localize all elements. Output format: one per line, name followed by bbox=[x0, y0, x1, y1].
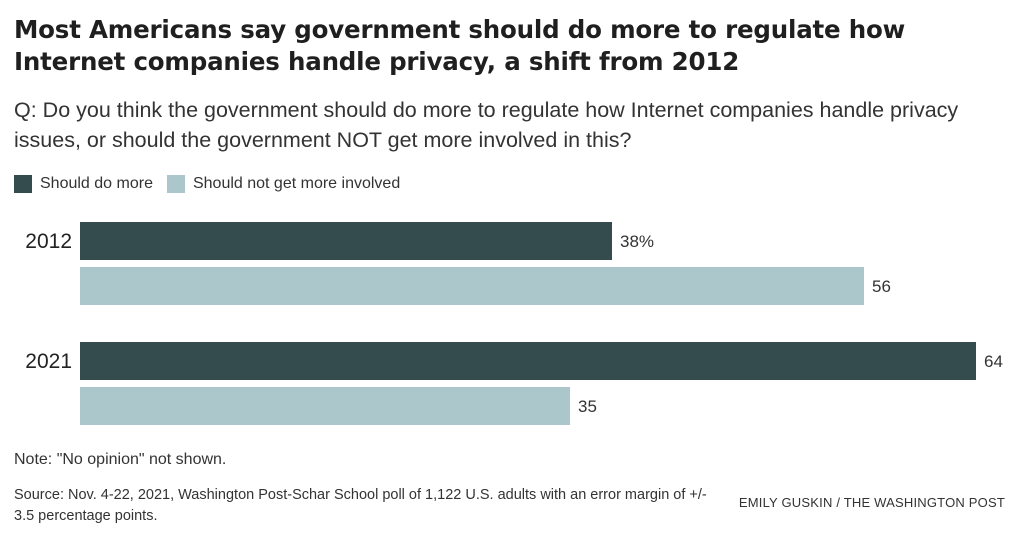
data-label-2021-series-0: 64 bbox=[984, 352, 1003, 371]
category-label-2021: 2021 bbox=[25, 350, 72, 373]
data-label-2012-series-0: 38% bbox=[620, 232, 654, 251]
bar-2012-series-1 bbox=[80, 267, 864, 305]
source-text: Source: Nov. 4-22, 2021, Washington Post… bbox=[14, 487, 707, 524]
legend-label-should-do-more: Should do more bbox=[40, 175, 153, 192]
data-label-2021-series-1: 35 bbox=[578, 397, 597, 416]
bar-2021-series-1 bbox=[80, 387, 570, 425]
data-label-2012-series-1: 56 bbox=[872, 277, 891, 296]
legend-label-should-not-get-involved: Should not get more involved bbox=[192, 175, 401, 192]
legend-swatch-should-do-more bbox=[14, 175, 32, 193]
legend-swatch-should-not-get-involved bbox=[166, 175, 185, 193]
bar-chart: 2012 38% 56 2021 64 35 bbox=[25, 222, 1003, 425]
credit-text: EMILY GUSKIN / THE WASHINGTON POST bbox=[738, 495, 1005, 510]
survey-question: Q: Do you think the government should do… bbox=[14, 98, 959, 152]
legend: Should do more Should not get more invol… bbox=[14, 173, 414, 195]
legend-item-should-do-more: Should do more bbox=[14, 175, 153, 193]
chart-title: Most Americans say government should do … bbox=[14, 15, 906, 76]
category-label-2012: 2012 bbox=[25, 230, 72, 253]
bar-2012-series-0 bbox=[80, 222, 612, 260]
bar-2021-series-0 bbox=[80, 342, 976, 380]
legend-item-should-not-get-involved: Should not get more involved bbox=[166, 175, 401, 193]
chart-note: Note: "No opinion" not shown. bbox=[14, 451, 227, 468]
